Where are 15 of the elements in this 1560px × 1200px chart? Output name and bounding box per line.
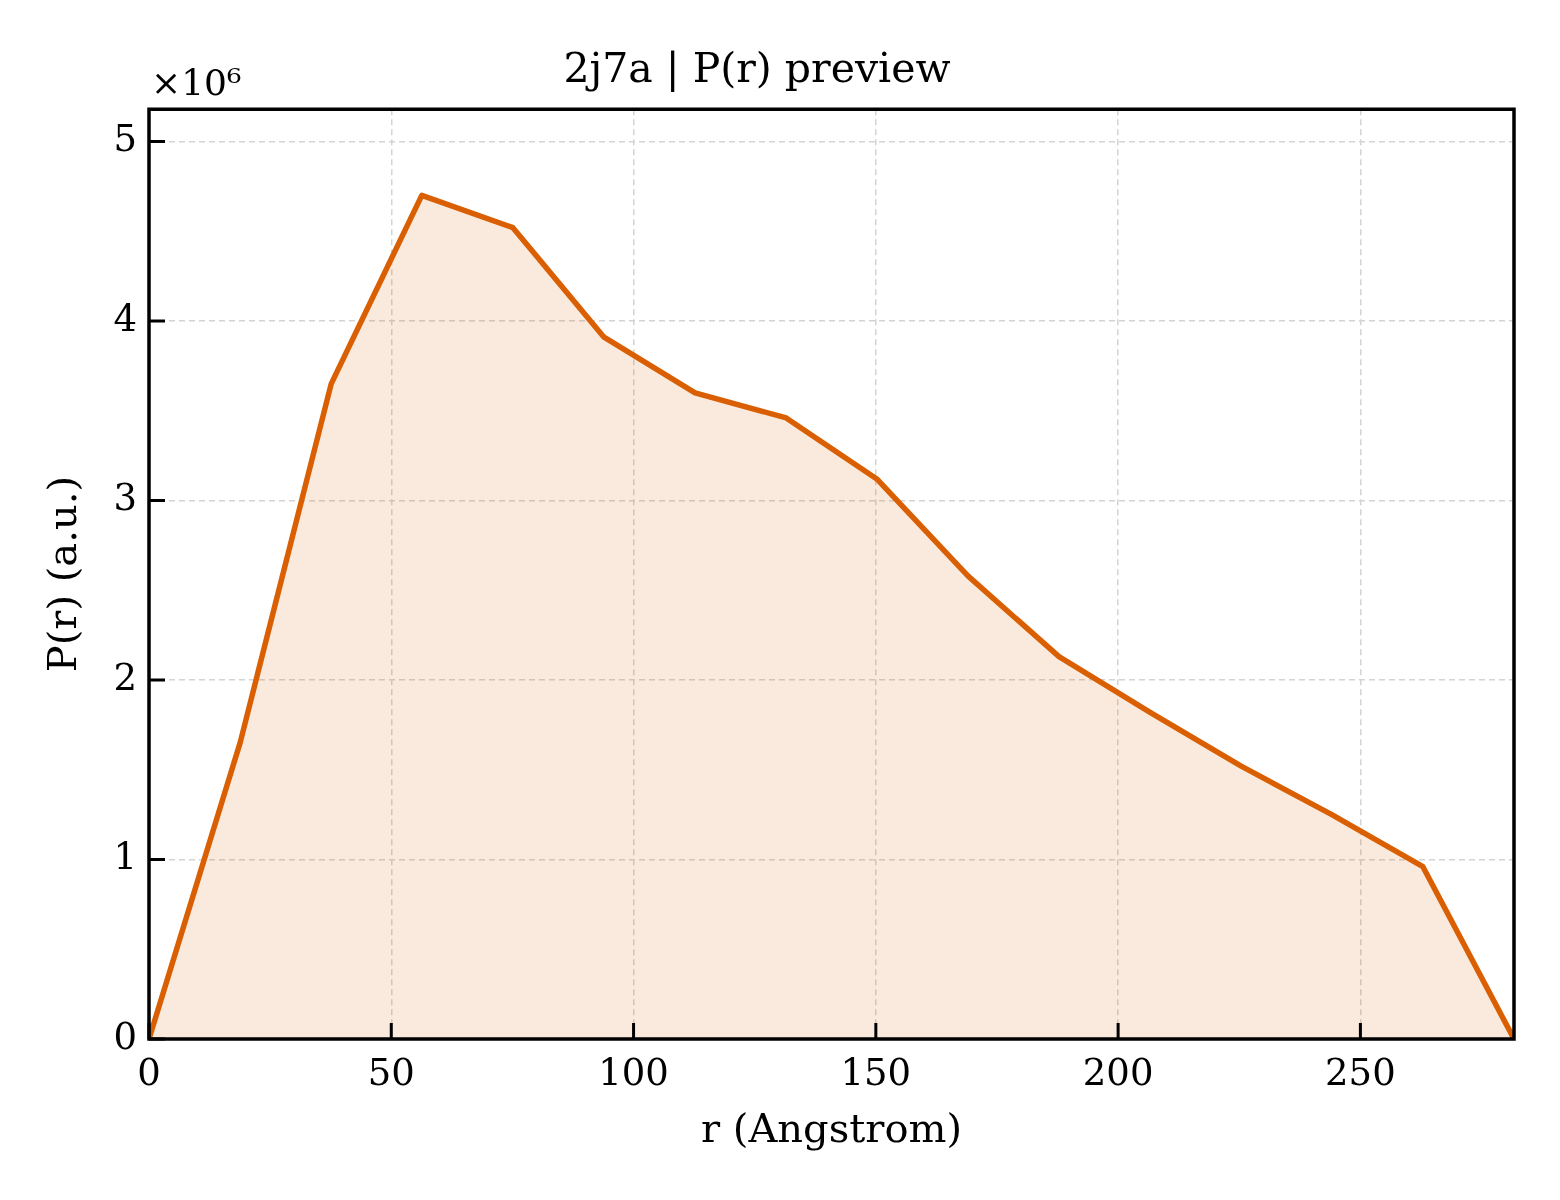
x-tick-label: 100 [598,1050,669,1094]
x-tick-label: 250 [1325,1050,1396,1094]
x-tick-label: 50 [367,1050,415,1094]
x-axis-title: r (Angstrom) [700,1105,963,1152]
x-tick-label: 200 [1082,1050,1154,1094]
y-tick-label: 4 [113,296,137,340]
y-tick-label: 5 [113,117,137,161]
y-tick-label: 3 [113,476,137,520]
x-tick-label: 150 [840,1050,912,1094]
y-axis-title: P(r) (a.u.) [39,475,86,673]
text: ×10⁶ [151,62,242,104]
y-tick-label: 2 [113,655,137,699]
y-tick-label: 1 [113,835,137,879]
chart-title: 2j7a | P(r) preview [563,44,951,93]
y-tick-label: 0 [113,1014,137,1058]
